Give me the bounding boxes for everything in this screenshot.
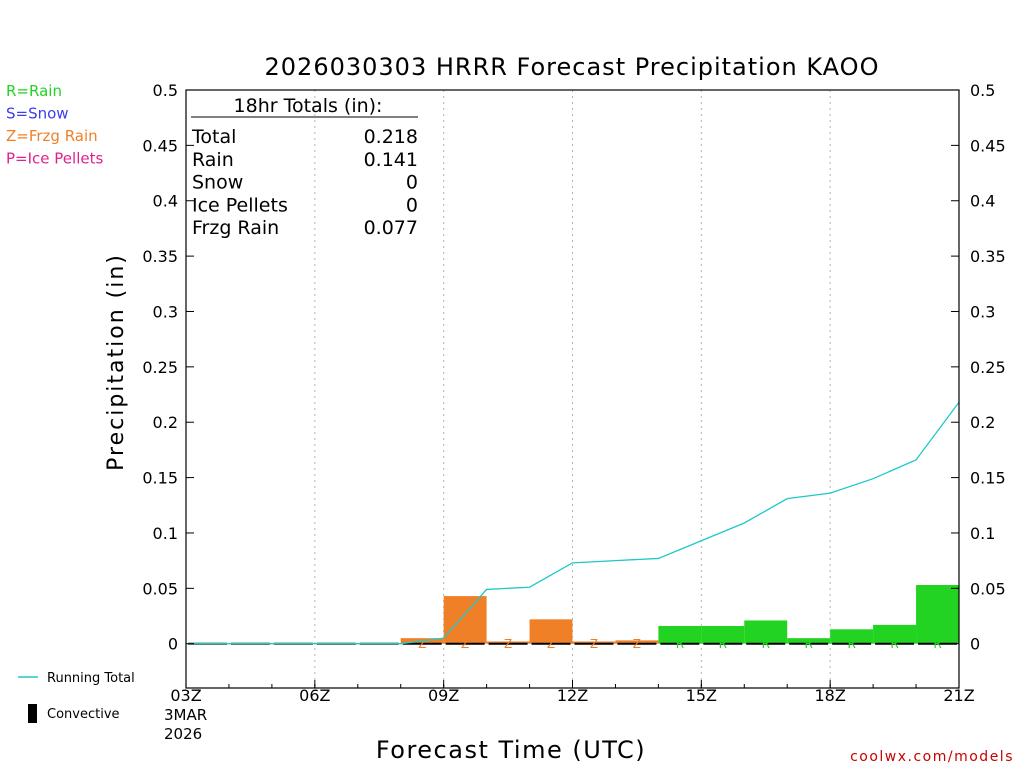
x-tick-label: 06Z [299,686,330,705]
running-total-legend-label: Running Total [47,671,135,686]
y-tick-label-left: 0.35 [142,247,178,266]
totals-row-value: 0 [406,194,418,216]
precip-bar [615,640,659,644]
x-tick-label: 21Z [943,686,974,705]
plot-frame [185,89,960,689]
precip-type-label: Z [547,637,555,651]
y-tick-label-right: 0.05 [970,579,1006,598]
running-total-line [188,401,960,645]
y-axis-title: Precipitation (in) [104,253,129,471]
y-tick-label-left: 0.45 [142,136,178,155]
precip-type-label: R [847,637,855,651]
type-legend-entry: S=Snow [6,105,69,123]
y-tick-label-right: 0.3 [970,302,995,321]
totals-row-label: Total [191,126,236,148]
x-tick-label: 12Z [557,686,588,705]
totals-row-label: Ice Pellets [192,194,288,216]
precip-type-label: Z [590,637,598,651]
x-tick-label: 15Z [686,686,717,705]
y-tick-label-left: 0 [168,635,178,654]
y-tick-label-right: 0.35 [970,247,1006,266]
totals-row-value: 0 [406,172,418,194]
precip-bar [744,620,788,644]
precip-bar [658,625,702,644]
x-tick-label: 18Z [815,686,846,705]
x-date-label-month: 3MAR [164,706,207,724]
totals-header: 18hr Totals (in): [234,95,383,117]
y-tick-label-right: 0.45 [970,136,1006,155]
precip-type-label: Z [504,637,512,651]
y-tick-label-left: 0.3 [153,302,178,321]
convective-swatch [28,704,37,723]
precip-bar [787,638,831,644]
precip-type-label: R [676,637,684,651]
totals-row-value: 0.077 [364,217,418,239]
y-tick-label-right: 0.25 [970,358,1006,377]
precip-bar [701,625,745,644]
type-legend: R=Rain S=Snow Z=Frzg Rain P=Ice Pellets [6,82,103,168]
precip-bar [443,596,487,644]
totals-row-value: 0.218 [364,126,418,148]
x-tick-label: 09Z [428,686,459,705]
y-tick-label-right: 0.4 [970,192,995,211]
x-date-label-year: 2026 [164,725,202,743]
x-axis-title: Forecast Time (UTC) [376,736,646,764]
type-legend-entry: P=Ice Pellets [6,150,103,168]
precip-bar [486,641,530,644]
precip-type-label: R [762,637,770,651]
convective-legend-label: Convective [47,707,120,722]
totals-row-value: 0.141 [364,149,418,171]
y-tick-label-right: 0.15 [970,469,1006,488]
precip-bar [873,624,917,644]
y-tick-label-left: 0.2 [153,413,178,432]
totals-row-label: Rain [192,149,234,171]
chart-title: 2026030303 HRRR Forecast Precipitation K… [265,53,880,81]
precip-type-label: Z [633,637,641,651]
series-legend: Running Total Convective [18,671,135,723]
y-tick-label-left: 0.1 [153,524,178,543]
x-tick-label: 03Z [170,686,201,705]
precip-bar [572,641,616,644]
precip-type-label: Z [418,637,426,651]
precip-type-label: R [890,637,898,651]
credit-text: coolwx.com/models [850,749,1014,765]
y-tick-label-right: 0 [970,635,980,654]
y-tick-label-right: 0.1 [970,524,995,543]
y-tick-label-right: 0.2 [970,413,995,432]
y-tick-label-left: 0.4 [153,192,178,211]
y-tick-label-left: 0.25 [142,358,178,377]
plot-area: Z Z Z Z Z Z R R R R R R R0 00.05 0.050.1 0.10.15 0.150.2… [142,81,1005,705]
precip-bar [916,585,959,644]
precip-type-label: R [805,637,813,651]
precip-type-label: R [719,637,727,651]
precip-bar [830,629,874,644]
y-tick-label-left: 0.5 [153,81,178,100]
type-legend-entry: Z=Frzg Rain [6,127,98,145]
totals-row-label: Frzg Rain [192,217,279,239]
type-legend-entry: R=Rain [6,82,62,100]
y-tick-label-left: 0.05 [142,579,178,598]
precip-bar [529,619,573,644]
y-tick-label-left: 0.15 [142,469,178,488]
y-tick-label-right: 0.5 [970,81,995,100]
precip-type-label: R [933,637,941,651]
precip-type-label: Z [461,637,469,651]
totals-row-label: Snow [192,172,243,194]
